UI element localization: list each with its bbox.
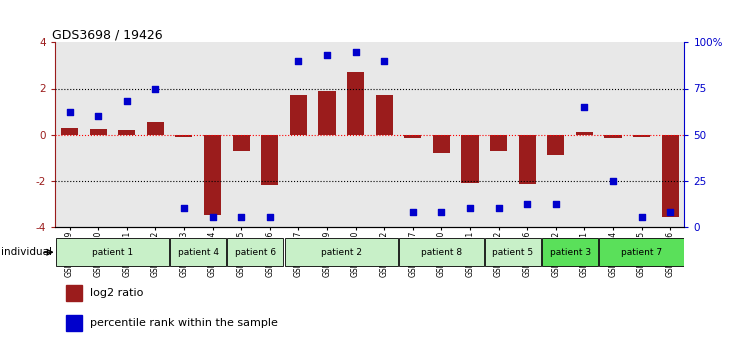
Point: [407, 209, 419, 215]
Bar: [627, 42, 656, 227]
FancyBboxPatch shape: [399, 238, 484, 266]
FancyBboxPatch shape: [285, 238, 398, 266]
Text: patient 8: patient 8: [421, 248, 462, 257]
FancyBboxPatch shape: [227, 238, 283, 266]
Point: [464, 205, 476, 211]
Point: [550, 202, 562, 207]
Bar: [484, 42, 513, 227]
Bar: [404, 135, 421, 138]
Bar: [347, 73, 364, 135]
Point: [207, 215, 219, 220]
Bar: [61, 128, 78, 135]
Bar: [342, 42, 369, 227]
Bar: [456, 42, 484, 227]
Bar: [175, 135, 193, 137]
Bar: [261, 135, 278, 185]
Bar: [490, 135, 507, 151]
Bar: [656, 42, 684, 227]
Bar: [519, 135, 536, 184]
Bar: [84, 42, 113, 227]
Bar: [598, 42, 627, 227]
Point: [263, 215, 275, 220]
Bar: [227, 42, 255, 227]
Text: patient 3: patient 3: [550, 248, 590, 257]
Bar: [233, 135, 250, 151]
Text: GDS3698 / 19426: GDS3698 / 19426: [52, 28, 163, 41]
Bar: [542, 42, 570, 227]
Bar: [169, 42, 198, 227]
Bar: [662, 135, 679, 217]
Point: [236, 215, 247, 220]
Point: [492, 205, 504, 211]
Bar: [398, 42, 427, 227]
Point: [578, 104, 590, 110]
Bar: [284, 42, 313, 227]
Bar: [576, 132, 593, 135]
Bar: [313, 42, 342, 227]
Text: log2 ratio: log2 ratio: [90, 288, 144, 298]
Bar: [375, 96, 393, 135]
Bar: [513, 42, 542, 227]
Text: individual: individual: [1, 247, 52, 257]
Bar: [146, 122, 164, 135]
Bar: [433, 135, 450, 153]
Point: [636, 215, 648, 220]
Point: [178, 205, 190, 211]
FancyBboxPatch shape: [542, 238, 598, 266]
Point: [321, 52, 333, 58]
Bar: [633, 135, 650, 137]
Point: [63, 110, 75, 115]
Text: patient 5: patient 5: [492, 248, 534, 257]
Point: [665, 209, 676, 215]
Bar: [461, 135, 478, 183]
FancyBboxPatch shape: [485, 238, 541, 266]
Bar: [319, 91, 336, 135]
Bar: [604, 135, 621, 138]
Point: [92, 113, 104, 119]
Bar: [547, 135, 565, 155]
Bar: [427, 42, 456, 227]
Text: patient 7: patient 7: [621, 248, 662, 257]
Point: [378, 58, 390, 64]
FancyBboxPatch shape: [599, 238, 684, 266]
Text: patient 2: patient 2: [321, 248, 361, 257]
Bar: [118, 130, 135, 135]
Point: [521, 202, 533, 207]
Point: [121, 98, 132, 104]
Bar: [570, 42, 598, 227]
Text: patient 4: patient 4: [177, 248, 219, 257]
Point: [350, 49, 361, 55]
Bar: [198, 42, 227, 227]
Bar: [255, 42, 284, 227]
Bar: [90, 129, 107, 135]
Text: patient 1: patient 1: [92, 248, 133, 257]
Text: percentile rank within the sample: percentile rank within the sample: [90, 318, 277, 328]
Point: [292, 58, 304, 64]
FancyBboxPatch shape: [56, 238, 169, 266]
Bar: [369, 42, 398, 227]
Bar: [204, 135, 221, 215]
Point: [436, 209, 447, 215]
Text: patient 6: patient 6: [235, 248, 276, 257]
Point: [607, 178, 619, 183]
Bar: [141, 42, 169, 227]
FancyBboxPatch shape: [170, 238, 226, 266]
Point: [149, 86, 161, 91]
Bar: [55, 42, 84, 227]
Bar: [113, 42, 141, 227]
Bar: [290, 96, 307, 135]
